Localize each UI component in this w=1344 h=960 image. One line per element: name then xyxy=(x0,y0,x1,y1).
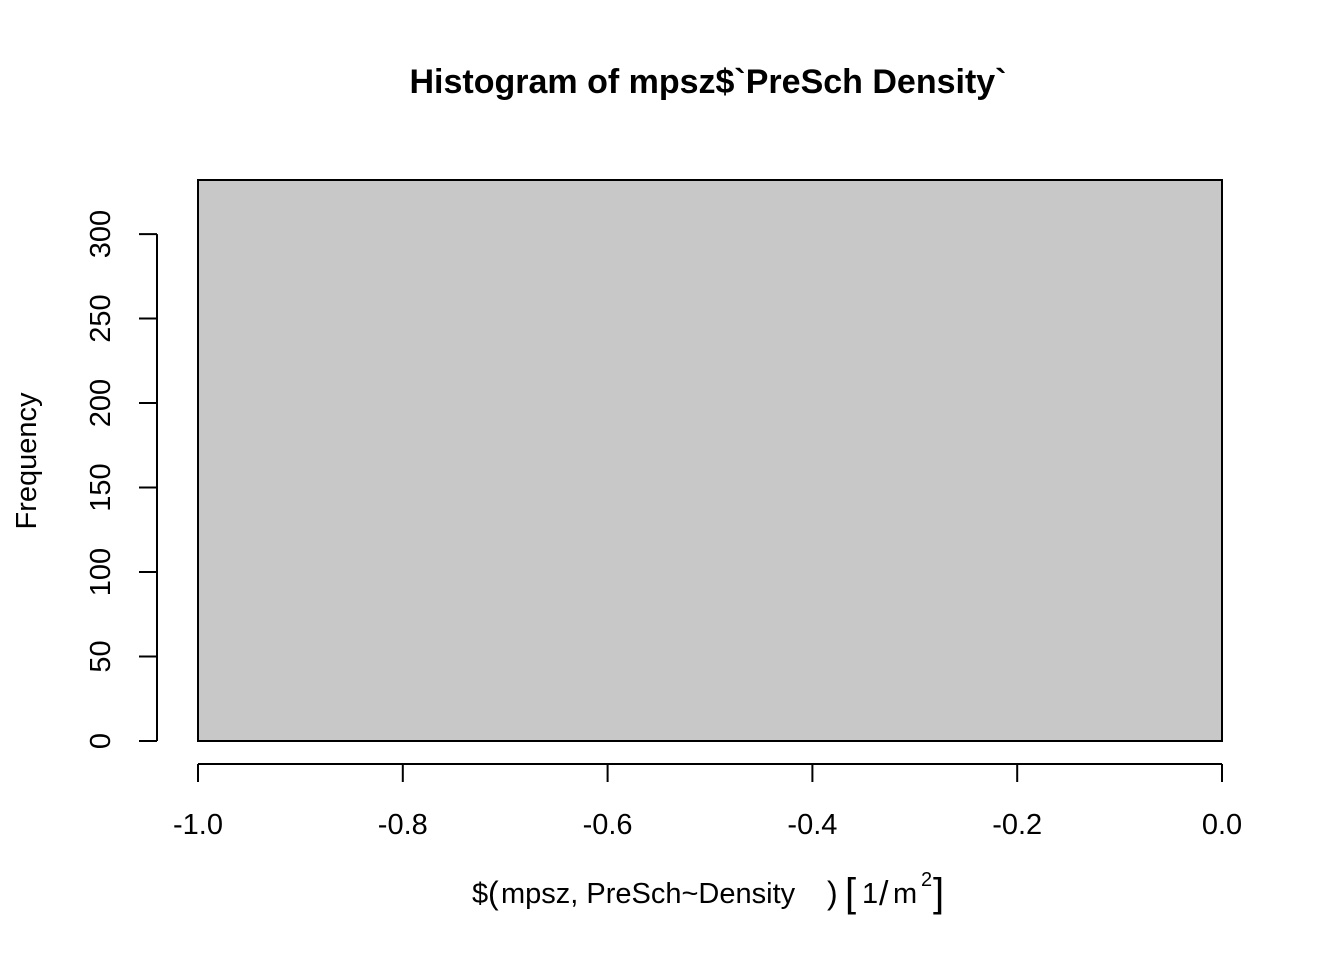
x-label-inner: mpsz, PreSch~Density xyxy=(501,878,796,910)
x-tick-label-0: -1.0 xyxy=(173,809,223,841)
y-tick-label-300: 300 xyxy=(85,210,117,258)
y-axis-label: Frequency xyxy=(11,392,43,530)
x-label-unit-den: m xyxy=(893,878,917,910)
x-axis-label: $ ( mpsz, PreSch~Density ) [ 1 / m 2 ] xyxy=(472,869,944,915)
x-label-prefix: $ xyxy=(472,878,488,910)
y-tick-label-0: 0 xyxy=(85,733,117,749)
histogram-bars xyxy=(197,179,1223,742)
x-label-open-bracket: [ xyxy=(845,871,856,915)
y-tick-label-100: 100 xyxy=(85,548,117,596)
histogram-bar-0 xyxy=(197,179,1223,742)
x-tick-label-4: -0.2 xyxy=(992,809,1042,841)
x-label-slash: / xyxy=(879,875,889,913)
y-axis: 0 50 100 150 200 250 300 xyxy=(85,210,158,749)
x-label-close-paren: ) xyxy=(827,875,838,911)
x-axis: -1.0 -0.8 -0.6 -0.4 -0.2 0.0 xyxy=(173,763,1242,841)
y-tick-label-150: 150 xyxy=(85,463,117,511)
y-tick-label-200: 200 xyxy=(85,379,117,427)
x-label-unit-num: 1 xyxy=(862,878,878,910)
x-label-open-paren: ( xyxy=(488,875,499,911)
x-label-close-bracket: ] xyxy=(933,871,944,915)
x-tick-label-1: -0.8 xyxy=(378,809,428,841)
y-tick-label-250: 250 xyxy=(85,294,117,342)
y-tick-label-50: 50 xyxy=(85,640,117,672)
x-tick-label-3: -0.4 xyxy=(787,809,837,841)
chart-title: Histogram of mpsz$`PreSch Density` xyxy=(409,63,1006,101)
x-tick-label-5: 0.0 xyxy=(1202,809,1242,841)
x-tick-label-2: -0.6 xyxy=(583,809,633,841)
x-label-unit-exp: 2 xyxy=(921,869,932,891)
